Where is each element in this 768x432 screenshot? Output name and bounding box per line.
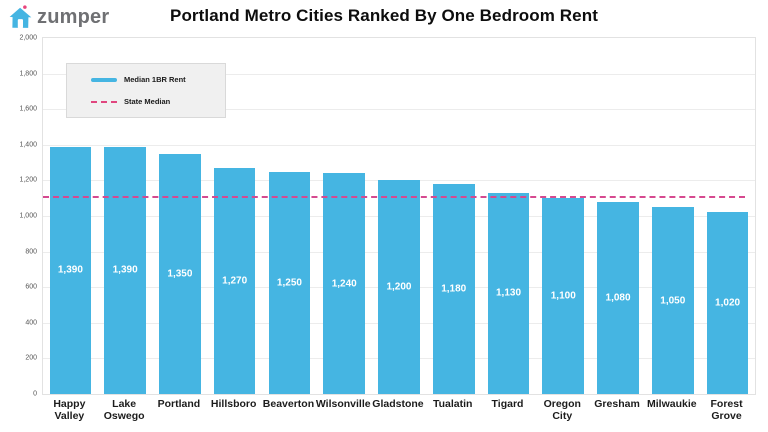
bar-column: 1,250 [262,38,317,394]
y-tick-label: 1,000 [19,212,37,220]
x-tick-label-milwaukie: Milwaukie [647,398,697,410]
x-tick-label-oregon-city: Oregon City [543,398,581,423]
legend-item-state-median: State Median [91,97,225,106]
y-tick-label: 1,800 [19,70,37,78]
bar-column: 1,350 [153,38,208,394]
x-tick-label-happy-valley: Happy Valley [53,398,86,423]
bar-gladstone: 1,200 [378,180,420,394]
bar-column: 1,390 [98,38,153,394]
median-1br-rent-swatch [91,77,117,82]
state-median-line [43,196,745,199]
plot-area: 2,000 1,800 1,600 1,400 1,200 1,000 800 600 400 2… [19,35,756,398]
x-tick-label-hillsboro: Hillsboro [210,398,257,410]
bar-value-label: 1,250 [276,277,302,289]
bar-column: 1,100 [536,38,591,394]
y-tick-label: 1,400 [19,141,37,149]
legend-label: State Median [124,97,171,106]
bar-column: 1,180 [426,38,481,394]
y-tick-label: 600 [25,283,37,291]
y-tick-label: 200 [25,354,37,362]
y-tick-label: 0 [33,390,37,398]
bar-tigard: 1,130 [487,192,530,394]
bar-value-label: 1,080 [605,292,631,304]
x-tick-label-gresham: Gresham [594,398,640,410]
x-tick-label-forest-grove: Forest Grove [710,398,743,423]
bar-column: 1,200 [372,38,427,394]
bar-column: 1,240 [317,38,372,394]
x-tick-label-beaverton: Beaverton [262,398,315,410]
chart-title: Portland Metro Cities Ranked By One Bedr… [170,6,598,25]
x-tick-label-tualatin: Tualatin [433,398,473,410]
bar-value-label: 1,130 [495,287,522,299]
bar-value-label: 1,390 [57,264,83,276]
x-tick-label-wilsonville: Wilsonville [315,398,371,410]
x-tick-label-tigard: Tigard [491,398,524,410]
bar-column: 1,130 [481,38,536,394]
gridline [43,109,755,111]
bar-value-label: 1,050 [660,295,686,307]
bar-beaverton: 1,250 [268,171,311,394]
bar-value-label: 1,200 [386,281,412,293]
bar-happy-valley: 1,390 [49,146,92,394]
legend-label: Median 1BR Rent [124,75,186,84]
y-tick-label: 1,600 [19,105,37,113]
bar-value-label: 1,180 [441,283,467,295]
bar-value-label: 1,350 [167,268,193,280]
bar-tualatin: 1,180 [432,183,475,394]
legend-item-median-1br-rent: Median 1BR Rent [91,75,225,84]
x-tick-label-gladstone: Gladstone [372,398,424,410]
bar-portland: 1,350 [159,153,201,394]
y-tick-label: 400 [25,319,37,327]
x-tick-label-portland: Portland [157,398,201,410]
bars-layer: 1,390 1,390 1,350 1,270 1,250 1,240 1,200 1,180… [43,38,755,394]
bar-hillsboro: 1,270 [213,167,256,394]
state-median-swatch [91,100,117,103]
bar-column: 1,020 [700,38,755,394]
bar-wilsonville: 1,240 [323,173,366,394]
chart-legend: Median 1BR Rent State Median [66,63,226,118]
bar-lake-oswego: 1,390 [104,146,146,394]
bar-forest-grove: 1,020 [706,212,749,394]
y-tick-label: 2,000 [19,34,37,42]
x-tick-label-lake-oswego: Lake Oswego [103,398,145,423]
bar-value-label: 1,020 [715,297,741,309]
bar-column: 1,270 [207,38,262,394]
x-axis-labels: Happy Valley Lake Oswego Portland Hillsboro… [42,398,754,422]
bar-oregon-city: 1,100 [542,198,585,394]
bar-value-label: 1,390 [112,264,138,276]
gridline [43,144,755,146]
bar-value-label: 1,240 [331,278,357,290]
bar-column: 1,390 [43,38,98,394]
bar-gresham: 1,080 [597,201,639,394]
bar-column: 1,080 [591,38,646,394]
bar-milwaukie: 1,050 [652,207,694,394]
bar-column: 1,050 [645,38,700,394]
zumper-logo[interactable]: zumper [8,5,109,30]
y-tick-label: 800 [25,248,37,256]
zumper-house-icon [8,5,33,30]
gridline [43,73,755,75]
zumper-logo-text: zumper [37,5,110,28]
bar-value-label: 1,100 [550,290,576,302]
bar-value-label: 1,270 [222,275,248,287]
y-tick-label: 1,200 [19,176,37,184]
